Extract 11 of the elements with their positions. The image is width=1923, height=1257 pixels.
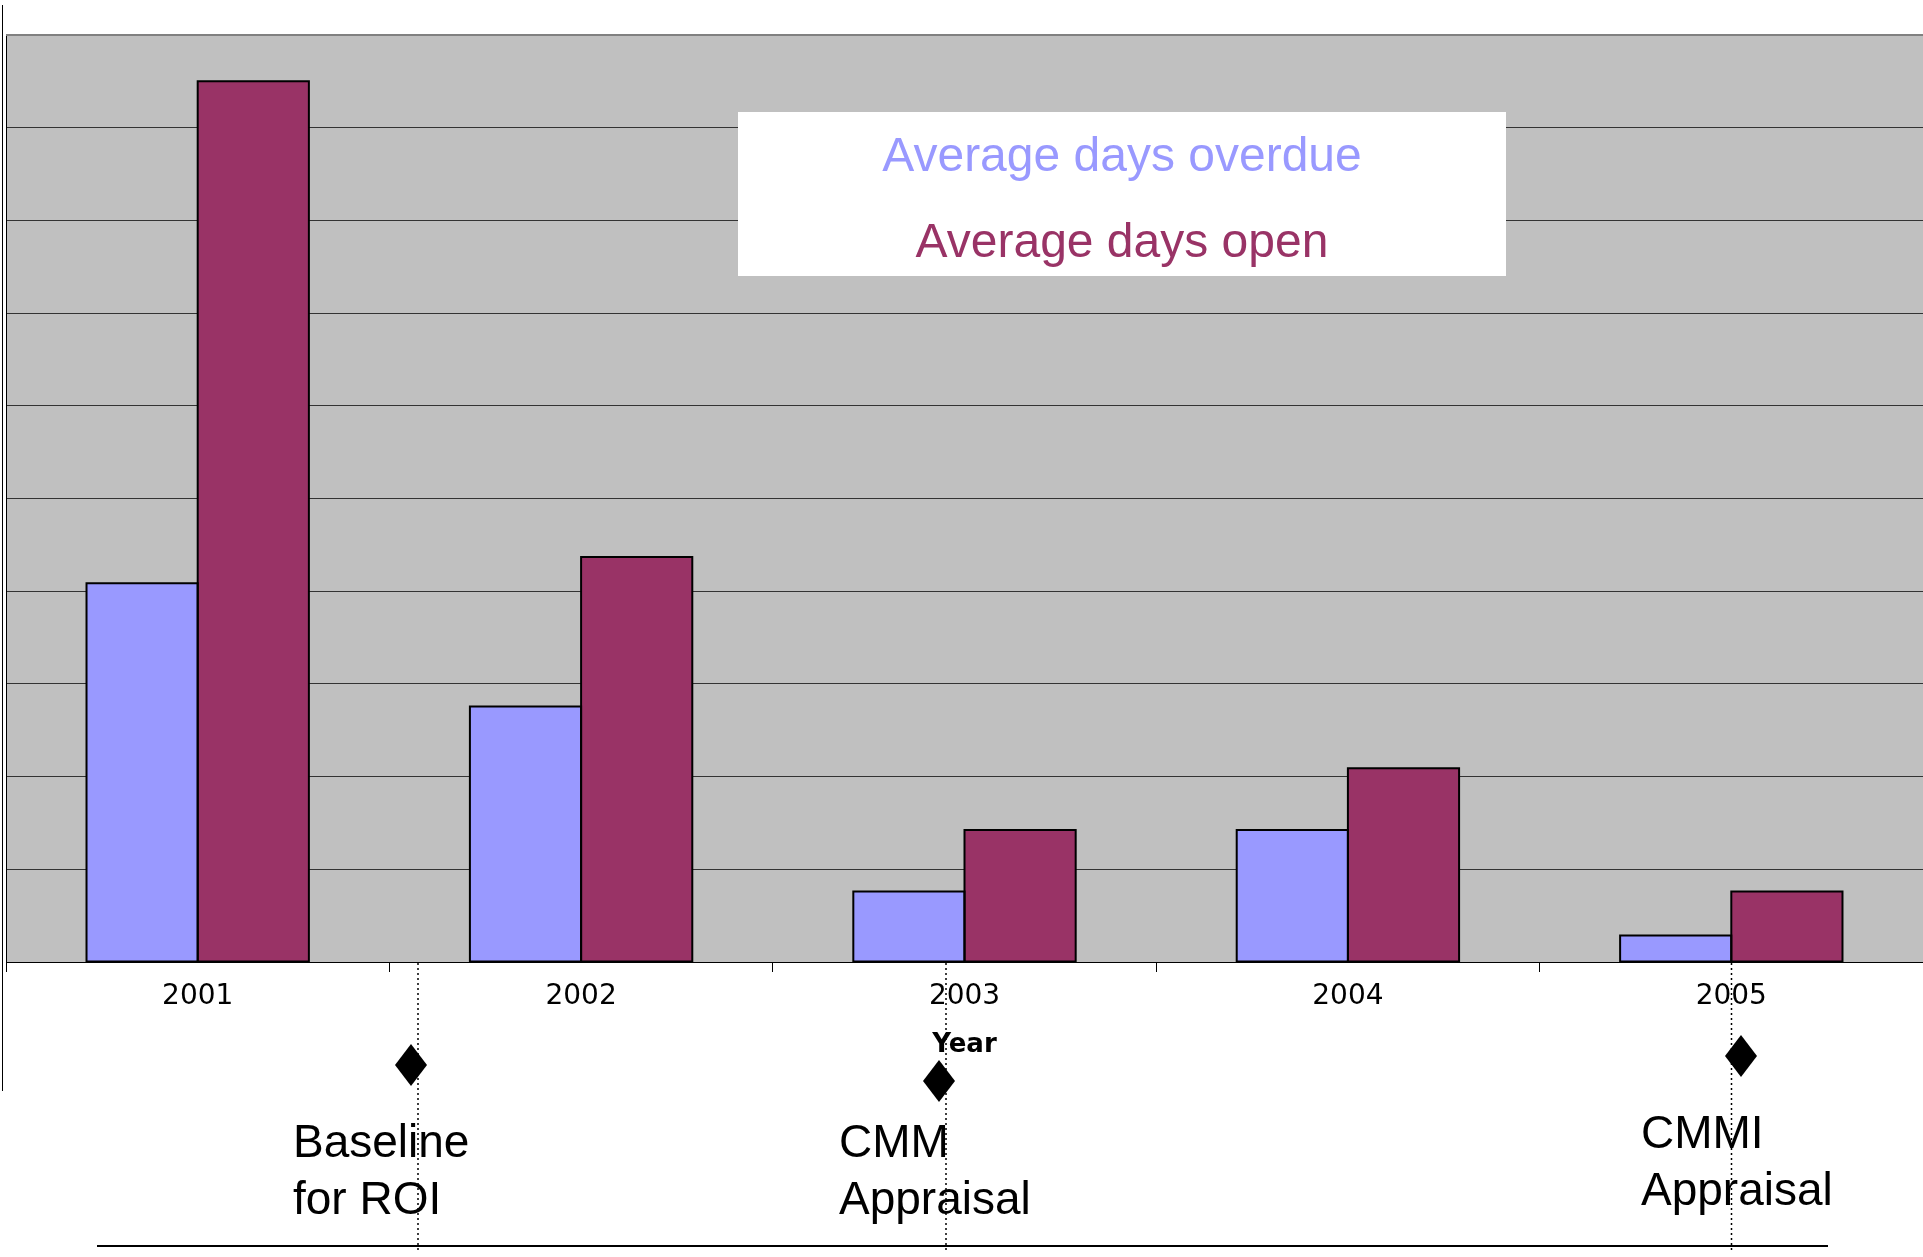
x-tick-label: 2002 xyxy=(545,978,617,1012)
x-tick-label: 2003 xyxy=(928,978,1001,1012)
text: Average days overdue xyxy=(882,128,1362,181)
x-axis-title: Year xyxy=(931,1028,997,1059)
text: Average days open xyxy=(915,214,1329,267)
x-tick-label: 2004 xyxy=(1312,978,1384,1012)
text: CMMI Appraisal xyxy=(1641,1105,1834,1217)
x-tick-label: 2005 xyxy=(1695,978,1767,1012)
text: Baseline for ROI xyxy=(293,1114,471,1226)
x-tick-label: 2001 xyxy=(162,978,234,1012)
text: CMM Appraisal xyxy=(839,1114,1032,1226)
